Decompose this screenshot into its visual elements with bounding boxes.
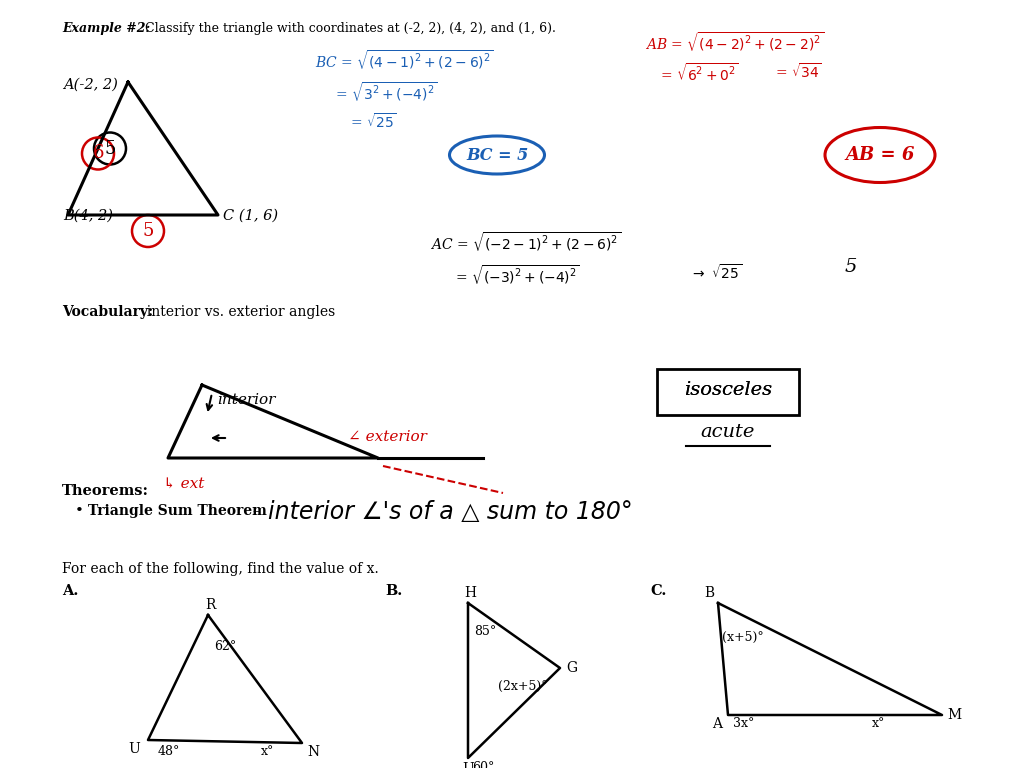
Text: 5: 5 (104, 140, 116, 157)
Text: N: N (307, 745, 319, 759)
Text: interior vs. exterior angles: interior vs. exterior angles (138, 305, 335, 319)
Text: (x+5)°: (x+5)° (722, 631, 764, 644)
Text: U: U (128, 742, 140, 756)
Text: B: B (703, 586, 714, 600)
Text: x°: x° (261, 745, 274, 758)
Text: 60°: 60° (472, 761, 495, 768)
Text: Triangle Sum Theorem: Triangle Sum Theorem (88, 504, 267, 518)
Text: = $\sqrt{3^2+(-4)^2}$: = $\sqrt{3^2+(-4)^2}$ (335, 80, 437, 104)
Text: = $\sqrt{25}$: = $\sqrt{25}$ (350, 112, 397, 131)
Text: 5: 5 (142, 222, 154, 240)
Text: interior: interior (217, 393, 275, 407)
Text: AC = $\sqrt{(-2-1)^2+(2-6)^2}$: AC = $\sqrt{(-2-1)^2+(2-6)^2}$ (430, 230, 621, 253)
Text: H: H (464, 586, 476, 600)
Text: –: – (252, 504, 259, 518)
Text: 5: 5 (845, 258, 857, 276)
Text: Theorems:: Theorems: (62, 484, 150, 498)
Text: C (1, 6): C (1, 6) (223, 209, 279, 223)
Text: interior ∠'s of a △ sum to 180°: interior ∠'s of a △ sum to 180° (268, 500, 633, 524)
FancyBboxPatch shape (657, 369, 799, 415)
Text: R: R (205, 598, 215, 612)
Text: isosceles: isosceles (684, 381, 772, 399)
Text: B(4, 2): B(4, 2) (63, 209, 113, 223)
Text: Example #2:: Example #2: (62, 22, 151, 35)
Text: ∠ exterior: ∠ exterior (348, 430, 427, 444)
Text: A(-2, 2): A(-2, 2) (63, 78, 118, 92)
Text: BC = $\sqrt{(4-1)^2+(2-6)^2}$: BC = $\sqrt{(4-1)^2+(2-6)^2}$ (315, 48, 494, 71)
Text: BC = 5: BC = 5 (466, 147, 528, 164)
Text: 85°: 85° (474, 625, 497, 638)
Text: ↳ ext: ↳ ext (163, 478, 205, 492)
Text: Classify the triangle with coordinates at (-2, 2), (4, 2), and (1, 6).: Classify the triangle with coordinates a… (141, 22, 556, 35)
Text: 3x°: 3x° (733, 717, 755, 730)
Text: acute: acute (700, 423, 755, 441)
Text: AB = 6: AB = 6 (846, 146, 914, 164)
Text: 48°: 48° (158, 745, 180, 758)
Text: = $\sqrt{6^2+0^2}$: = $\sqrt{6^2+0^2}$ (660, 62, 739, 84)
Text: For each of the following, find the value of x.: For each of the following, find the valu… (62, 562, 379, 576)
Text: B.: B. (385, 584, 402, 598)
Text: (2x+5)°: (2x+5)° (498, 680, 548, 693)
Text: G: G (566, 661, 578, 675)
Text: 6: 6 (92, 144, 103, 163)
Text: $\rightarrow$ $\sqrt{25}$: $\rightarrow$ $\sqrt{25}$ (690, 263, 742, 282)
Text: C.: C. (650, 584, 667, 598)
Text: A.: A. (62, 584, 79, 598)
Text: AB = $\sqrt{(4-2)^2+(2-2)^2}$: AB = $\sqrt{(4-2)^2+(2-2)^2}$ (645, 30, 824, 54)
Text: = $\sqrt{(-3)^2+(-4)^2}$: = $\sqrt{(-3)^2+(-4)^2}$ (455, 263, 580, 286)
Text: 62°: 62° (214, 640, 237, 653)
Text: x°: x° (872, 717, 886, 730)
Text: •: • (75, 504, 84, 518)
Text: isosceles: isosceles (684, 381, 772, 399)
Text: Vocabulary:: Vocabulary: (62, 305, 154, 319)
Text: U: U (462, 762, 474, 768)
Text: = $\sqrt{34}$: = $\sqrt{34}$ (775, 62, 822, 81)
Text: A: A (712, 717, 722, 731)
Text: M: M (947, 708, 962, 722)
